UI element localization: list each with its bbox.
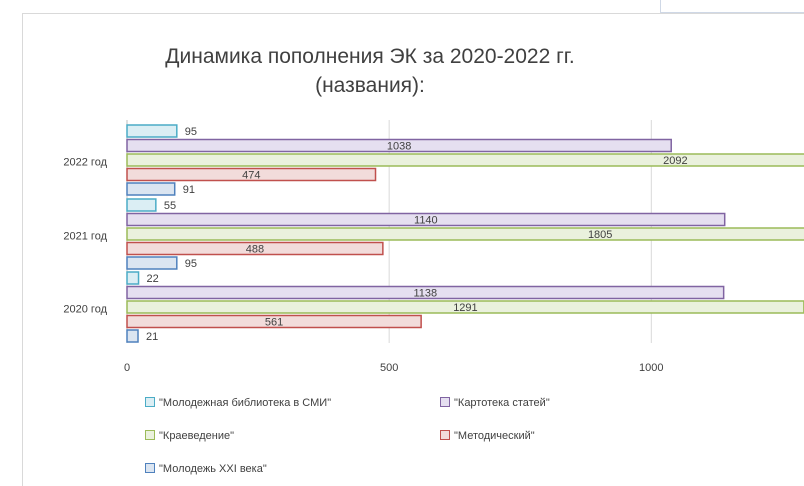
category-label: 2021 год <box>63 230 107 242</box>
data-label: 55 <box>164 200 176 212</box>
data-label: 95 <box>185 258 197 270</box>
data-label: 2092 <box>663 155 687 167</box>
legend-swatch <box>145 430 155 440</box>
data-label: 22 <box>147 273 159 285</box>
legend-swatch <box>145 463 155 473</box>
bar <box>126 241 384 256</box>
data-label: 1140 <box>414 215 438 227</box>
legend-item-metodicheskiy: "Методический" <box>440 430 535 442</box>
x-tick-label: 500 <box>380 362 398 374</box>
legend-label: "Молодежь XXI века" <box>159 463 267 475</box>
legend-swatch <box>440 397 450 407</box>
bar <box>126 227 804 241</box>
x-tick-label: 0 <box>124 362 130 374</box>
legend-item-kartoteka: "Картотека статей" <box>440 397 550 409</box>
bar <box>126 124 178 138</box>
window-edge <box>660 0 804 13</box>
legend-swatch <box>440 430 450 440</box>
data-label: 561 <box>265 317 283 329</box>
data-label: 21 <box>146 331 158 343</box>
x-tick-label: 1000 <box>639 362 663 374</box>
category-label: 2020 год <box>63 303 107 315</box>
legend-label: "Молодежная библиотека в СМИ" <box>159 397 332 409</box>
category-label: 2022 год <box>63 156 107 168</box>
data-label: 488 <box>246 244 264 256</box>
data-label: 1805 <box>588 229 612 241</box>
chart-title-line2: (названия): <box>315 74 425 97</box>
data-label: 1138 <box>413 288 437 300</box>
bar <box>126 138 672 153</box>
legend-label: "Картотека статей" <box>454 397 550 409</box>
legend-label: "Методический" <box>454 430 535 442</box>
bar <box>126 167 377 182</box>
legend-item-molodezh: "Молодежь XXI века" <box>145 463 267 475</box>
data-label: 1038 <box>387 141 411 153</box>
chart-title: Динамика пополнения ЭК за 2020-2022 гг. … <box>140 42 600 100</box>
legend-item-smi: "Молодежная библиотека в СМИ" <box>145 397 331 409</box>
bar <box>126 212 726 227</box>
data-label: 91 <box>183 184 195 196</box>
legend-label: "Краеведение" <box>159 430 235 442</box>
data-label: 95 <box>185 126 197 138</box>
data-label: 474 <box>242 170 260 182</box>
data-label: 1291 <box>453 302 477 314</box>
bar <box>126 153 804 167</box>
legend-swatch <box>145 397 155 407</box>
bar <box>126 314 422 329</box>
bar <box>126 285 725 300</box>
chart-frame <box>22 13 804 486</box>
legend-item-kraevedenie: "Краеведение" <box>145 430 234 442</box>
bar <box>126 182 176 196</box>
bar <box>126 198 157 212</box>
bar <box>126 256 178 270</box>
bar <box>126 271 140 285</box>
chart-title-line1: Динамика пополнения ЭК за 2020-2022 гг. <box>165 45 575 68</box>
bar <box>126 329 139 343</box>
